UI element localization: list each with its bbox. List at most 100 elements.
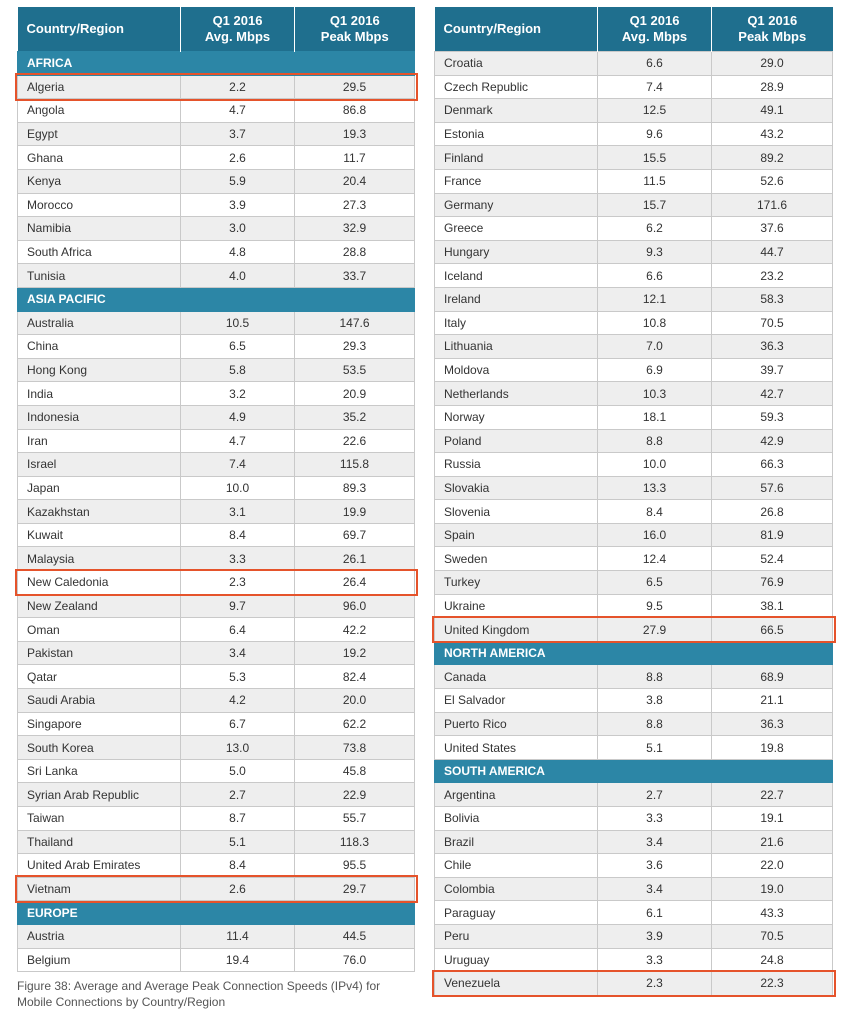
table-row: Australia 10.5 147.6	[17, 310, 415, 336]
avg-mbps-cell: 15.7	[597, 192, 712, 218]
header-country: Country/Region	[17, 7, 181, 52]
peak-mbps-cell: 36.3	[711, 334, 833, 359]
peak-mbps-cell: 66.3	[711, 452, 833, 477]
country-cell: Paraguay	[434, 900, 598, 925]
peak-mbps-cell: 49.1	[711, 98, 833, 123]
table-row: Algeria 2.2 29.5	[17, 74, 415, 100]
avg-mbps-cell: 3.8	[597, 688, 712, 713]
table-row: India 3.2 20.9	[17, 381, 415, 406]
country-cell: Canada	[434, 664, 598, 690]
peak-mbps-cell: 82.4	[294, 664, 415, 690]
country-cell: Peru	[434, 923, 598, 949]
avg-mbps-cell: 3.9	[597, 923, 712, 949]
region-label: AFRICA	[17, 51, 415, 76]
country-cell: Uruguay	[434, 947, 598, 973]
country-cell: Saudi Arabia	[17, 688, 181, 713]
peak-mbps-cell: 57.6	[711, 475, 833, 501]
country-cell: Puerto Rico	[434, 711, 598, 737]
avg-mbps-cell: 9.3	[597, 239, 712, 265]
peak-mbps-cell: 42.7	[711, 381, 833, 406]
peak-mbps-cell: 81.9	[711, 522, 833, 548]
avg-mbps-cell: 3.3	[597, 806, 712, 831]
avg-mbps-cell: 4.8	[180, 239, 295, 265]
avg-mbps-cell: 10.8	[597, 310, 712, 336]
table-row: Israel 7.4 115.8	[17, 452, 415, 477]
avg-mbps-cell: 8.4	[597, 499, 712, 524]
avg-mbps-cell: 27.9	[597, 617, 712, 642]
table-row: Croatia 6.6 29.0	[434, 51, 833, 76]
peak-mbps-cell: 19.8	[711, 735, 833, 760]
avg-mbps-cell: 10.5	[180, 310, 295, 336]
table-row: Syrian Arab Republic 2.7 22.9	[17, 782, 415, 807]
region-header-row: ASIA PACIFIC	[17, 286, 415, 312]
avg-mbps-cell: 2.7	[597, 782, 712, 807]
avg-mbps-cell: 3.9	[180, 192, 295, 218]
peak-mbps-cell: 20.4	[294, 168, 415, 194]
table-row: Germany 15.7 171.6	[434, 192, 833, 218]
peak-mbps-cell: 76.0	[294, 947, 415, 973]
table-row: Czech Republic 7.4 28.9	[434, 74, 833, 100]
table-row: Sweden 12.4 52.4	[434, 546, 833, 572]
table-row: Hong Kong 5.8 53.5	[17, 357, 415, 383]
country-cell: Kazakhstan	[17, 499, 181, 524]
peak-mbps-cell: 22.3	[711, 971, 833, 996]
avg-mbps-cell: 4.7	[180, 98, 295, 123]
country-cell: Malaysia	[17, 546, 181, 572]
table-row: Oman 6.4 42.2	[17, 617, 415, 642]
peak-mbps-cell: 19.9	[294, 499, 415, 524]
country-cell: Namibia	[17, 216, 181, 241]
country-cell: Turkey	[434, 570, 598, 595]
table-row: Ukraine 9.5 38.1	[434, 593, 833, 619]
peak-mbps-cell: 21.1	[711, 688, 833, 713]
region-header-row: EUROPE	[17, 900, 415, 925]
table-row: Brazil 3.4 21.6	[434, 829, 833, 855]
country-cell: United States	[434, 735, 598, 760]
country-cell: Israel	[17, 452, 181, 477]
avg-mbps-cell: 13.3	[597, 475, 712, 501]
peak-mbps-cell: 29.7	[294, 876, 415, 902]
peak-mbps-cell: 53.5	[294, 357, 415, 383]
country-cell: Lithuania	[434, 334, 598, 359]
table-row: Kazakhstan 3.1 19.9	[17, 499, 415, 524]
peak-mbps-cell: 36.3	[711, 711, 833, 737]
figure-caption: Figure 38: Average and Average Peak Conn…	[17, 979, 381, 1009]
table-row: Pakistan 3.4 19.2	[17, 640, 415, 666]
region-label: EUROPE	[17, 900, 415, 925]
peak-mbps-cell: 147.6	[294, 310, 415, 336]
table-header-row: Country/Region Q1 2016 Avg. Mbps Q1 2016 P…	[17, 7, 415, 52]
country-cell: Slovenia	[434, 499, 598, 524]
region-label: ASIA PACIFIC	[17, 286, 415, 312]
peak-mbps-cell: 70.5	[711, 310, 833, 336]
table-body-left: AFRICA Algeria 2.2 29.5 Angola 4.7 86.8 Egypt 3.…	[17, 51, 415, 973]
table-row: Finland 15.5 89.2	[434, 145, 833, 170]
peak-mbps-cell: 28.9	[711, 74, 833, 100]
country-cell: United Kingdom	[434, 617, 598, 642]
table-row: Russia 10.0 66.3	[434, 452, 833, 477]
avg-mbps-cell: 9.6	[597, 121, 712, 147]
table-row: Hungary 9.3 44.7	[434, 239, 833, 265]
table-row: Chile 3.6 22.0	[434, 853, 833, 878]
avg-mbps-cell: 2.3	[597, 971, 712, 996]
table-row: Estonia 9.6 43.2	[434, 121, 833, 147]
table-row: Spain 16.0 81.9	[434, 522, 833, 548]
avg-mbps-cell: 5.1	[180, 829, 295, 855]
table-row: Malaysia 3.3 26.1	[17, 546, 415, 572]
country-cell: Belgium	[17, 947, 181, 973]
avg-mbps-cell: 5.8	[180, 357, 295, 383]
region-header-row: SOUTH AMERICA	[434, 758, 833, 784]
country-cell: Hong Kong	[17, 357, 181, 383]
country-cell: Iran	[17, 428, 181, 454]
table-header-row: Country/Region Q1 2016 Avg. Mbps Q1 2016 P…	[434, 7, 833, 52]
country-cell: Japan	[17, 475, 181, 501]
country-cell: Oman	[17, 617, 181, 642]
country-cell: India	[17, 381, 181, 406]
table-row: Greece 6.2 37.6	[434, 216, 833, 241]
table-row: Iceland 6.6 23.2	[434, 263, 833, 288]
country-cell: Italy	[434, 310, 598, 336]
peak-mbps-cell: 69.7	[294, 522, 415, 548]
peak-mbps-cell: 89.2	[711, 145, 833, 170]
table-row: Ireland 12.1 58.3	[434, 286, 833, 312]
country-cell: Tunisia	[17, 263, 181, 288]
peak-mbps-cell: 58.3	[711, 286, 833, 312]
peak-mbps-cell: 76.9	[711, 570, 833, 595]
